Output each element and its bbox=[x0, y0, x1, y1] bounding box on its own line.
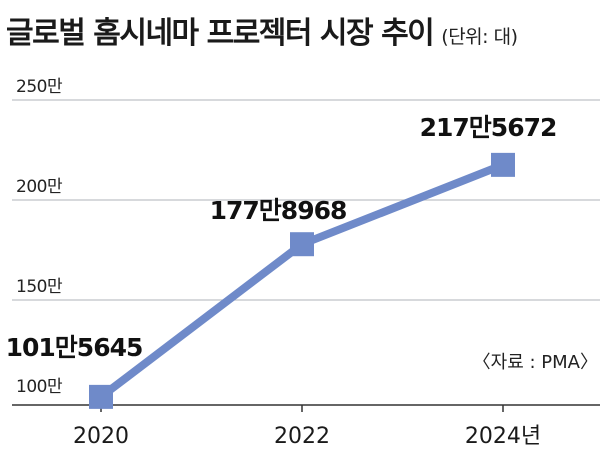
y-tick-label: 200만 bbox=[16, 177, 63, 197]
data-point-marker bbox=[491, 152, 515, 177]
chart-header: 글로벌 홈시네마 프로젝터 시장 추이 (단위: 대) bbox=[6, 8, 518, 52]
unit-label: (단위: 대) bbox=[441, 26, 518, 48]
source-note: 〈자료 : PMA〉 bbox=[473, 352, 598, 373]
chart-title: 글로벌 홈시네마 프로젝터 시장 추이 bbox=[6, 16, 435, 51]
y-tick-label: 100만 bbox=[16, 377, 63, 397]
data-label: 177만8968 bbox=[210, 196, 347, 225]
y-tick-label: 250만 bbox=[16, 77, 63, 97]
x-tick-label: 2022 bbox=[274, 424, 330, 449]
data-label: 101만5645 bbox=[6, 333, 143, 362]
data-point-marker bbox=[89, 384, 113, 409]
data-label: 217만5672 bbox=[420, 113, 557, 142]
x-tick-label: 2024년 bbox=[465, 424, 541, 449]
y-tick-label: 150만 bbox=[16, 277, 63, 297]
x-tick-label: 2020 bbox=[73, 424, 129, 449]
data-point-marker bbox=[290, 232, 314, 257]
